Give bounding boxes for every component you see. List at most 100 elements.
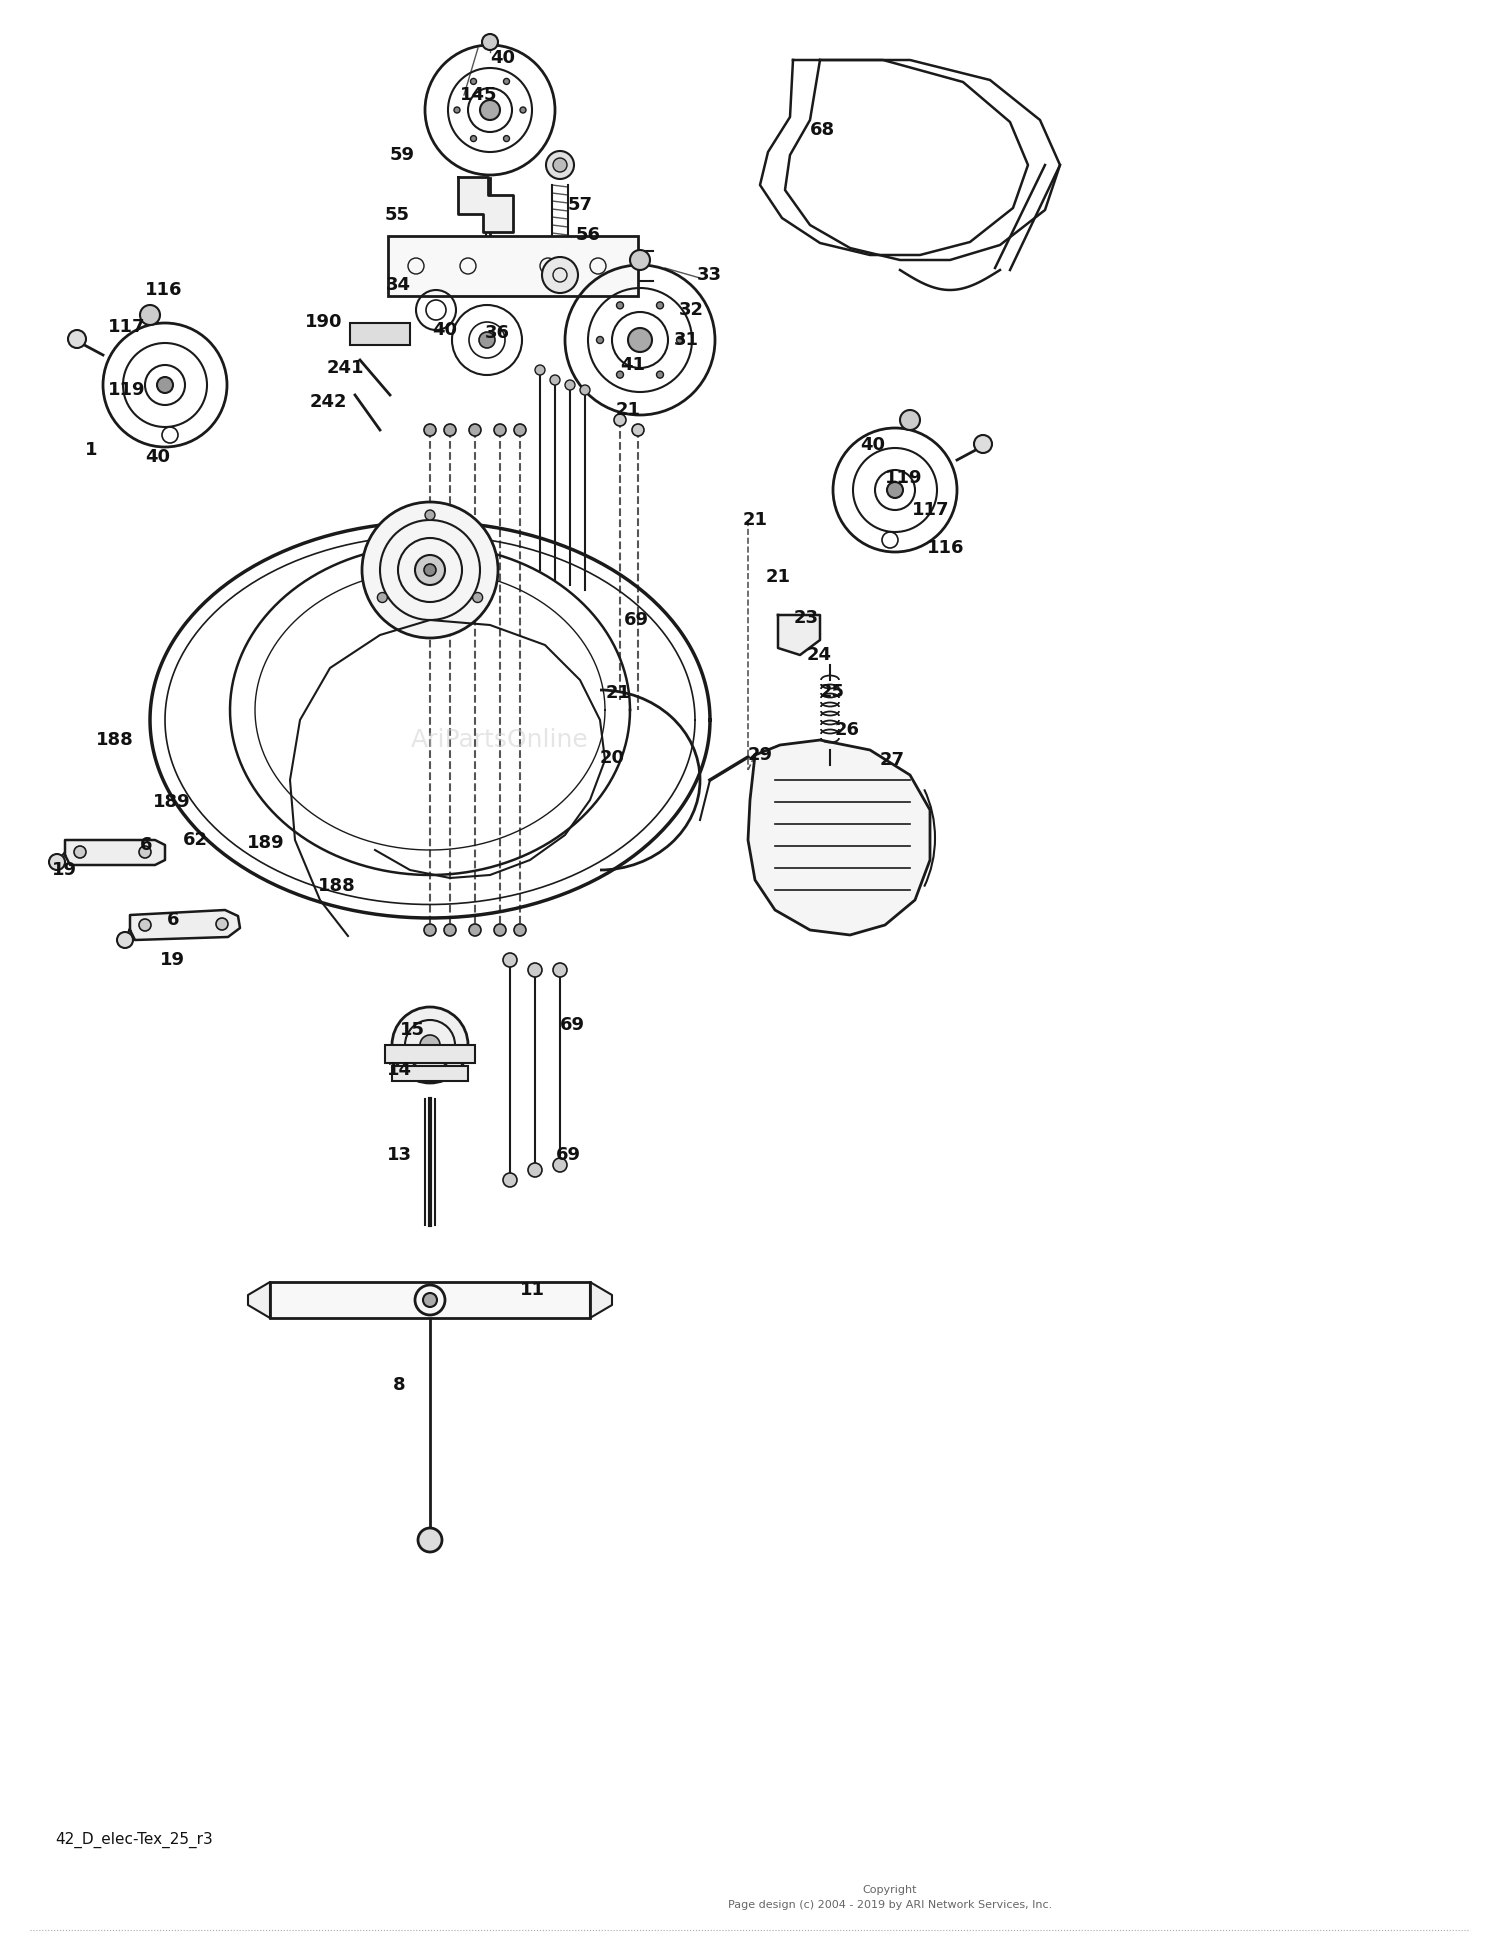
Circle shape: [554, 1158, 567, 1172]
Text: 21: 21: [606, 684, 631, 701]
Text: 190: 190: [304, 314, 342, 331]
Text: 6: 6: [140, 837, 153, 854]
Circle shape: [444, 424, 456, 436]
Text: 29: 29: [748, 746, 772, 763]
Circle shape: [676, 337, 684, 343]
Polygon shape: [590, 1282, 612, 1317]
Circle shape: [974, 436, 992, 453]
Text: 188: 188: [96, 730, 134, 750]
Text: 34: 34: [386, 275, 411, 294]
Circle shape: [424, 564, 436, 575]
Text: Page design (c) 2004 - 2019 by ARI Network Services, Inc.: Page design (c) 2004 - 2019 by ARI Netwo…: [728, 1900, 1052, 1910]
Circle shape: [362, 502, 498, 637]
Circle shape: [614, 415, 626, 426]
Text: 40: 40: [490, 48, 514, 68]
Text: 24: 24: [807, 647, 832, 664]
Circle shape: [140, 846, 152, 858]
Text: 31: 31: [674, 331, 699, 349]
Circle shape: [616, 302, 624, 308]
Text: 8: 8: [393, 1375, 405, 1395]
Circle shape: [657, 372, 663, 378]
Circle shape: [628, 327, 652, 353]
Text: 116: 116: [146, 281, 183, 298]
Text: 19: 19: [160, 951, 184, 968]
Text: 21: 21: [766, 568, 790, 587]
Circle shape: [423, 1294, 436, 1307]
Text: 69: 69: [624, 610, 650, 630]
Circle shape: [542, 258, 578, 292]
Circle shape: [470, 924, 482, 936]
Text: 62: 62: [183, 831, 209, 848]
Text: 41: 41: [620, 356, 645, 374]
Circle shape: [554, 159, 567, 172]
Text: 188: 188: [318, 877, 356, 895]
Circle shape: [482, 35, 498, 50]
Text: 189: 189: [248, 835, 285, 852]
Circle shape: [580, 385, 590, 395]
Circle shape: [886, 482, 903, 498]
Text: 11: 11: [520, 1280, 544, 1300]
Polygon shape: [130, 910, 240, 939]
Circle shape: [494, 424, 506, 436]
Text: 56: 56: [576, 227, 602, 244]
Text: 117: 117: [912, 502, 950, 519]
Circle shape: [140, 304, 160, 325]
Bar: [392, 1065, 468, 1081]
Circle shape: [520, 107, 526, 112]
Text: 57: 57: [568, 196, 592, 213]
Circle shape: [503, 1174, 518, 1187]
Circle shape: [632, 424, 644, 436]
Circle shape: [50, 854, 64, 870]
Circle shape: [472, 593, 483, 602]
Text: 15: 15: [400, 1021, 424, 1038]
Polygon shape: [748, 740, 930, 936]
Circle shape: [657, 302, 663, 308]
Polygon shape: [64, 841, 165, 866]
Circle shape: [616, 372, 624, 378]
Text: 26: 26: [836, 721, 860, 740]
Text: 33: 33: [698, 265, 721, 285]
Text: 21: 21: [742, 511, 768, 529]
Text: 242: 242: [310, 393, 348, 411]
Circle shape: [494, 924, 506, 936]
Circle shape: [424, 509, 435, 519]
Text: 1: 1: [86, 442, 98, 459]
Text: 119: 119: [108, 382, 146, 399]
Bar: [386, 1044, 476, 1063]
Circle shape: [424, 924, 436, 936]
Circle shape: [378, 593, 387, 602]
Circle shape: [471, 136, 477, 141]
Circle shape: [158, 378, 172, 393]
Circle shape: [117, 932, 134, 947]
Circle shape: [514, 924, 526, 936]
Text: 68: 68: [810, 120, 836, 139]
Circle shape: [216, 918, 228, 930]
Circle shape: [424, 424, 436, 436]
Circle shape: [392, 1007, 468, 1083]
Circle shape: [528, 963, 542, 976]
Circle shape: [550, 376, 560, 385]
Text: 145: 145: [460, 85, 498, 105]
Text: 55: 55: [386, 205, 410, 225]
Circle shape: [478, 331, 495, 349]
Text: 69: 69: [556, 1147, 580, 1164]
Text: 25: 25: [821, 684, 844, 701]
Text: AriPartsOnline: AriPartsOnline: [411, 728, 590, 752]
Text: Copyright: Copyright: [862, 1885, 916, 1894]
Text: 19: 19: [53, 862, 76, 879]
Polygon shape: [248, 1282, 270, 1317]
Text: 116: 116: [927, 538, 964, 558]
Text: 42_D_elec-Tex_25_r3: 42_D_elec-Tex_25_r3: [56, 1832, 213, 1848]
Text: 59: 59: [390, 145, 416, 165]
Circle shape: [566, 380, 574, 389]
Circle shape: [454, 107, 460, 112]
Circle shape: [630, 250, 650, 269]
Circle shape: [503, 953, 518, 967]
Circle shape: [480, 101, 500, 120]
Bar: [270, 1282, 590, 1317]
Text: 69: 69: [560, 1017, 585, 1034]
Polygon shape: [778, 616, 820, 655]
Text: 6: 6: [166, 910, 180, 930]
Circle shape: [470, 424, 482, 436]
Text: 189: 189: [153, 792, 190, 812]
